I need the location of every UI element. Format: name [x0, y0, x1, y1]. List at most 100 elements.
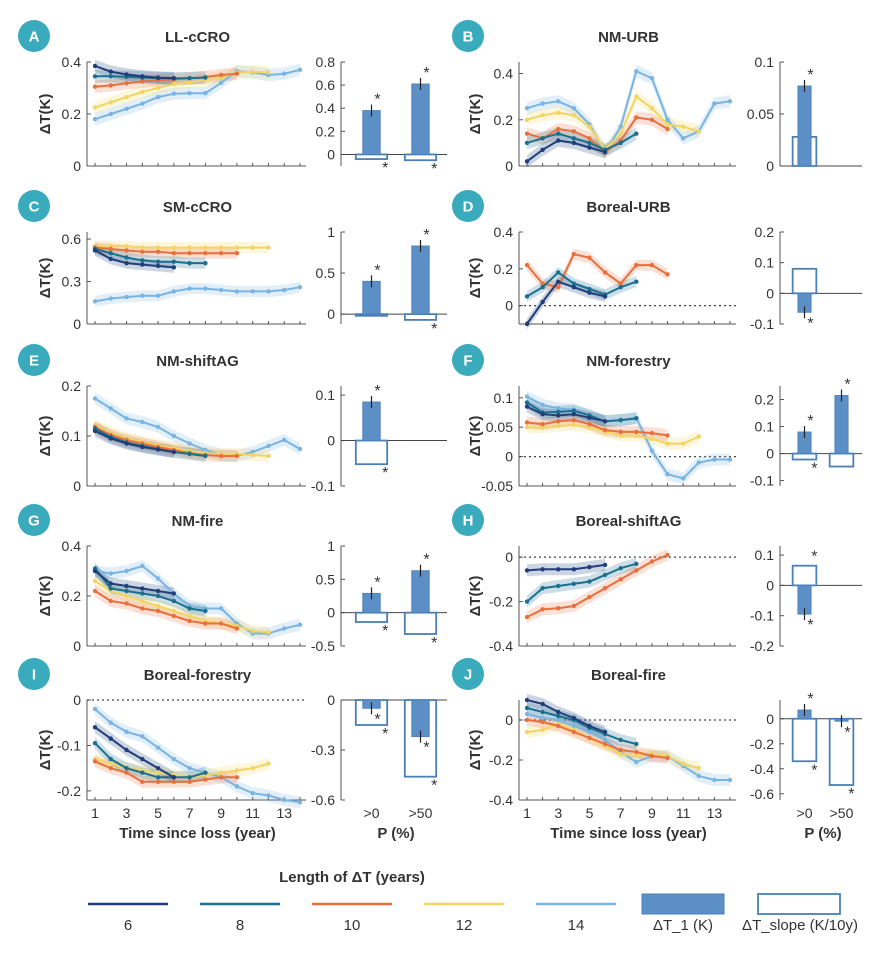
series-point-6: [524, 697, 530, 703]
series-point-8: [524, 705, 530, 711]
series-point-12: [250, 452, 255, 458]
series-point-8: [203, 260, 208, 266]
series-point-14: [540, 402, 545, 408]
series-point-8: [187, 606, 192, 611]
y-tick-label: 0.1: [494, 390, 514, 406]
series-line-14: [526, 69, 731, 155]
panel-title: Boreal-fire: [591, 667, 666, 684]
series-point-8: [556, 583, 561, 589]
series-point-8: [634, 561, 639, 566]
series-line-14: [94, 286, 301, 303]
bar-y-tick-label: 0.2: [316, 123, 336, 139]
bar-slope->0: [791, 452, 818, 461]
significance-star: *: [374, 92, 380, 109]
series-point-12: [108, 761, 113, 766]
x-tick-label: 7: [617, 805, 625, 821]
bar-y-tick-label: -0.1: [750, 473, 774, 489]
series-point-8: [540, 586, 545, 591]
series-point-14: [140, 563, 145, 569]
series-point-14: [634, 759, 639, 765]
legend-line-label: 6: [124, 917, 132, 934]
series-point-10: [649, 430, 655, 436]
series-band-6: [527, 276, 606, 330]
bar-y-tick-label: 0.5: [316, 571, 336, 587]
y-tick-label: -0.2: [489, 752, 513, 768]
series-band-14: [95, 560, 300, 640]
significance-star: *: [811, 762, 817, 779]
panel-title: SM-cCRO: [163, 199, 233, 216]
series-point-8: [108, 756, 113, 762]
series-point-10: [203, 251, 208, 256]
y-tick-label: -0.1: [57, 737, 81, 753]
series-point-10: [155, 779, 161, 785]
bar-slope->50: [403, 153, 438, 162]
series-line-8: [94, 567, 206, 612]
series-point-12: [266, 245, 271, 250]
x-tick-label: 13: [707, 805, 723, 821]
series-band-12: [95, 65, 269, 114]
series-point-10: [634, 115, 639, 120]
series-point-6: [587, 145, 592, 150]
significance-star: *: [374, 262, 380, 279]
series-point-12: [680, 441, 686, 446]
x-tick-label: 9: [648, 805, 656, 821]
series-point-14: [92, 117, 98, 122]
series-point-6: [171, 265, 177, 270]
series-point-8: [155, 593, 161, 599]
significance-star: *: [423, 227, 429, 244]
panel-badge: [452, 658, 484, 690]
series-point-14: [155, 745, 161, 750]
series-point-14: [140, 419, 145, 425]
significance-star: *: [431, 778, 437, 795]
series-point-6: [571, 715, 577, 721]
series-point-12: [266, 761, 271, 766]
series-point-14: [155, 576, 161, 581]
y-axis-label: ΔT(K): [37, 576, 54, 617]
series-point-14: [556, 406, 561, 411]
bar-dt1->50: [411, 245, 430, 315]
series-point-8: [618, 566, 623, 571]
series-point-12: [92, 578, 98, 584]
bar-category-label: >0: [797, 805, 813, 821]
series-point-12: [187, 245, 192, 250]
significance-star: *: [374, 574, 380, 591]
series-point-14: [187, 441, 192, 446]
series-point-10: [634, 568, 639, 573]
panel-badge: [452, 504, 484, 536]
bar-y-tick-label: 0: [766, 158, 774, 174]
y-axis-label: ΔT(K): [467, 258, 484, 299]
significance-star: *: [423, 740, 429, 757]
series-point-10: [571, 417, 577, 423]
series-point-6: [602, 562, 608, 568]
series-point-10: [218, 251, 224, 256]
series-point-14: [524, 106, 530, 111]
series-point-14: [556, 717, 561, 723]
bar-y-tick-label: 0.1: [755, 255, 775, 271]
series-point-10: [171, 613, 177, 619]
series-point-10: [140, 249, 145, 255]
panel-A: A LL-cCRO 0 0.2 0.4 ΔT(K) 0 0.2 0.4 0.6 0.8 * * * *: [18, 20, 447, 178]
series-point-8: [540, 709, 545, 715]
series-point-12: [187, 613, 192, 619]
series-point-14: [155, 293, 161, 298]
series-point-10: [618, 429, 623, 435]
series-point-14: [665, 472, 670, 477]
y-tick-label: 0.6: [62, 231, 82, 247]
series-line-8: [526, 401, 637, 423]
legend-dt1-swatch: [641, 893, 725, 915]
series-point-10: [556, 419, 561, 424]
panel-badge: [18, 504, 50, 536]
series-line-10: [94, 590, 238, 630]
series-line-10: [526, 719, 668, 759]
series-point-14: [187, 286, 192, 291]
series-point-10: [571, 729, 577, 735]
legend-title: Length of ΔT (years): [279, 869, 425, 886]
series-point-10: [618, 747, 623, 753]
bar-y-tick-label: 0: [327, 692, 335, 708]
series-point-6: [124, 72, 129, 77]
series-point-8: [140, 770, 145, 775]
series-point-6: [124, 441, 129, 446]
series-point-14: [92, 706, 98, 712]
series-point-12: [155, 603, 161, 609]
